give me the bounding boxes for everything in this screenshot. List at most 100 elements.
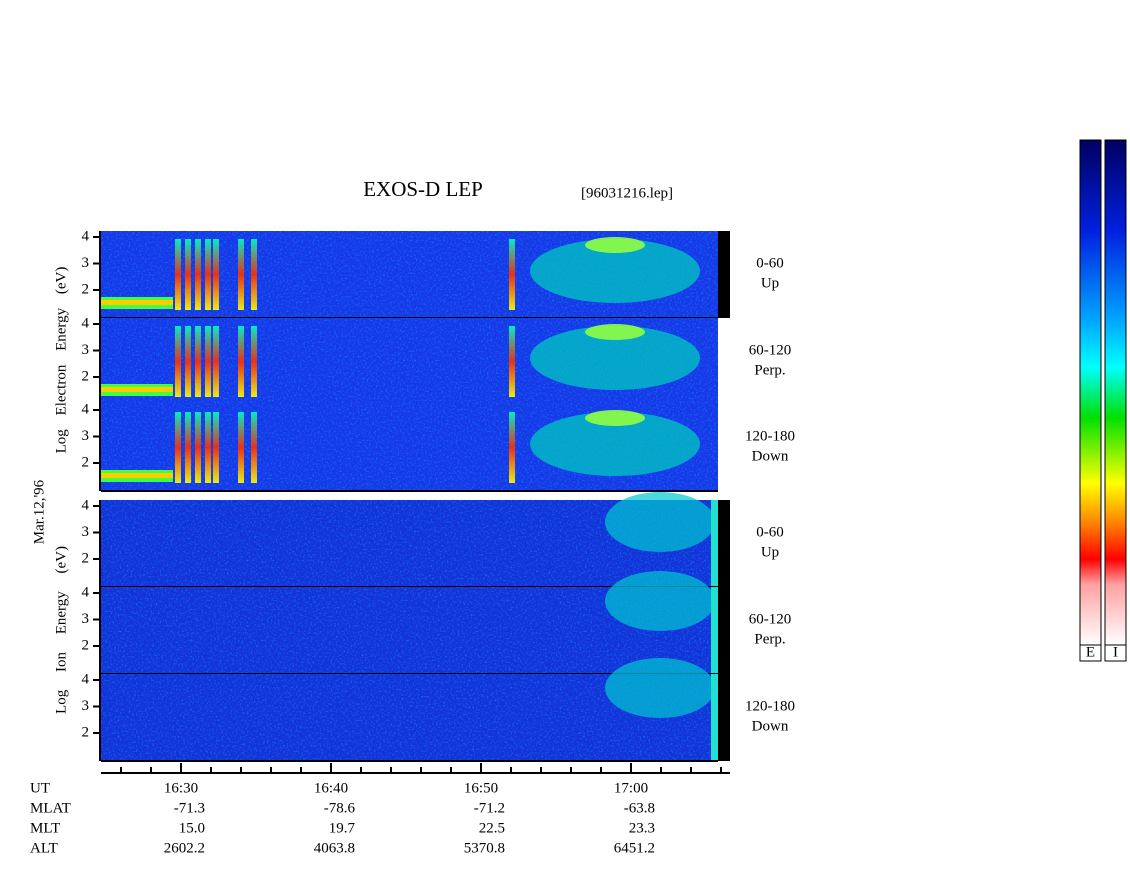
y-tick-label: 3: [82, 611, 90, 627]
ephemeris-value: 2602.2: [164, 840, 205, 856]
ephemeris-label: ALT: [30, 840, 58, 856]
edge: [718, 674, 730, 761]
edge: [718, 587, 730, 674]
burst: [185, 326, 191, 397]
colorbar-label: I: [1113, 644, 1118, 660]
burst: [238, 239, 244, 310]
burst: [251, 326, 257, 397]
burst: [213, 412, 219, 483]
burst: [175, 412, 181, 483]
burst: [205, 326, 211, 397]
burst: [509, 412, 515, 483]
time-label: 17:00: [614, 780, 648, 796]
pitch-angle: 120-180: [745, 698, 795, 714]
colorbar: [1104, 139, 1127, 646]
edge: [718, 500, 730, 587]
pitch-angle: 0-60: [756, 524, 784, 540]
title: EXOS-D LEP: [363, 177, 483, 201]
y-tick-label: 4: [82, 671, 90, 687]
ephemeris-value: 5370.8: [464, 840, 505, 856]
y-tick-label: 3: [82, 255, 90, 271]
burst: [195, 239, 201, 310]
ion-feature: [605, 492, 715, 552]
ion-feature: [605, 658, 715, 718]
ephemeris-value: 15.0: [179, 820, 205, 836]
low-energy-core: [101, 300, 173, 305]
spectrograms: 2 3 4 0-60 Up 2 3 4 60-120 Perp. 2 3 4 120-180 Down 2 3 4…: [82, 228, 795, 762]
y-tick-label: 3: [82, 698, 90, 714]
date: Mar.12,'96: [31, 479, 47, 544]
ephemeris-value: 19.7: [329, 820, 356, 836]
precipitation: [530, 239, 700, 303]
pitch-angle: 120-180: [745, 428, 795, 444]
ephemeris-value: 23.3: [629, 820, 655, 836]
precipitation-core: [585, 324, 645, 340]
burst: [195, 412, 201, 483]
ion-feature: [605, 571, 715, 631]
axis-label: Log Ion Energy (eV): [53, 546, 69, 714]
direction: Perp.: [754, 631, 785, 647]
y-tick-label: 3: [82, 524, 90, 540]
ephemeris-value: -63.8: [624, 800, 655, 816]
time-label: 16:30: [164, 780, 198, 796]
direction: Down: [752, 448, 789, 464]
burst: [185, 239, 191, 310]
y-tick-label: 2: [82, 368, 90, 384]
direction: Down: [752, 718, 789, 734]
time-label: 16:40: [314, 780, 348, 796]
colorbar-label: E: [1086, 644, 1095, 660]
ephemeris-label: MLT: [30, 820, 60, 836]
ephemeris-label: MLAT: [30, 800, 71, 816]
pitch-angle: 0-60: [756, 255, 784, 271]
y-tick-label: 2: [82, 454, 90, 470]
ephemeris-value: 22.5: [479, 820, 505, 836]
axis-label: Log Electron Energy (eV): [53, 267, 69, 454]
burst: [213, 239, 219, 310]
burst: [175, 326, 181, 397]
y-tick-label: 4: [82, 584, 90, 600]
burst: [205, 412, 211, 483]
burst: [238, 326, 244, 397]
colorbar-label-box: [1104, 644, 1127, 662]
y-tick-label: 2: [82, 550, 90, 566]
burst: [251, 412, 257, 483]
precipitation-core: [585, 237, 645, 253]
ephemeris-value: 6451.2: [614, 840, 655, 856]
y-tick-label: 4: [82, 497, 90, 513]
ephemeris-value: 4063.8: [314, 840, 355, 856]
direction: Perp.: [754, 362, 785, 378]
edge: [718, 404, 730, 491]
y-tick-label: 4: [82, 228, 90, 244]
burst: [175, 239, 181, 310]
precipitation: [530, 326, 700, 390]
burst: [213, 326, 219, 397]
y-tick-label: 3: [82, 342, 90, 358]
low-energy-core: [101, 473, 173, 478]
y-tick-label: 4: [82, 401, 90, 417]
burst: [185, 412, 191, 483]
edge-strip: [711, 587, 718, 674]
pitch-angle: 60-120: [749, 342, 792, 358]
y-tick-label: 2: [82, 637, 90, 653]
colorbar-label-box: [1079, 644, 1102, 662]
ephemeris-value: -71.3: [174, 800, 205, 816]
burst: [205, 239, 211, 310]
edge-strip: [711, 674, 718, 761]
colorbar: [1079, 139, 1102, 646]
precipitation: [530, 412, 700, 476]
edge-strip: [711, 500, 718, 587]
direction: Up: [761, 544, 779, 560]
pitch-angle: 60-120: [749, 611, 792, 627]
ephemeris-label: UT: [30, 780, 50, 796]
burst: [509, 326, 515, 397]
ephemeris-value: -78.6: [324, 800, 356, 816]
y-tick-label: 2: [82, 724, 90, 740]
y-tick-label: 3: [82, 428, 90, 444]
time-label: 16:50: [464, 780, 498, 796]
low-energy-core: [101, 387, 173, 392]
precipitation-core: [585, 410, 645, 426]
burst: [251, 239, 257, 310]
file-name: [96031216.lep]: [581, 185, 673, 201]
